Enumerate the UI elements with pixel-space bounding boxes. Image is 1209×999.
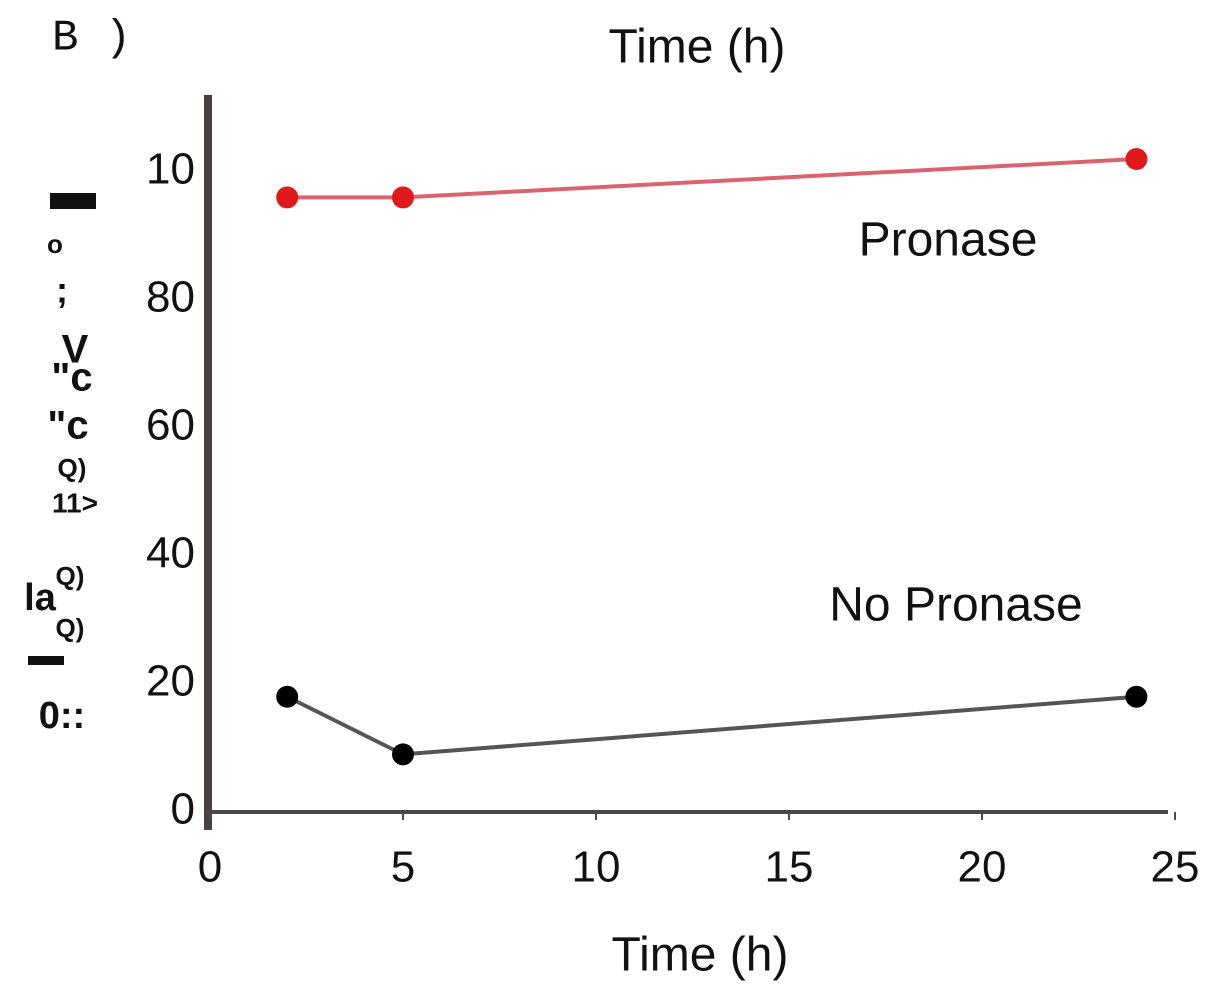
y-label-fragment: Q) (58, 453, 87, 483)
x-tick-label: 5 (391, 843, 415, 892)
y-tick-label: 40 (146, 529, 195, 578)
y-tick-label: 0 (171, 785, 195, 834)
data-point (392, 743, 414, 766)
x-tick-label: 25 (1151, 843, 1200, 892)
data-point (1125, 685, 1148, 708)
y-label-fragment: la (24, 577, 57, 619)
series-line (286, 694, 1137, 757)
data-point (276, 186, 299, 209)
y-label-fragment: "c (47, 404, 88, 448)
data-point (1125, 148, 1148, 171)
y-label-fragment: o (47, 229, 63, 259)
chart-title: Time (h) (609, 21, 786, 74)
x-tick-label: 20 (958, 843, 1007, 892)
y-tick-label: 10 (146, 144, 195, 193)
y-label-fragment: Q) (56, 613, 85, 643)
y-tick-label: 80 (146, 272, 195, 321)
annotation: Pronase (859, 214, 1038, 267)
data-point (392, 186, 414, 209)
decoration (28, 656, 64, 665)
y-label-fragment: Q) (56, 561, 85, 591)
y-label-fragment: V (62, 328, 89, 372)
x-axis-label: Time (h) (612, 929, 789, 982)
y-label-fragment: 0:: (39, 695, 85, 737)
series-line (287, 157, 1137, 200)
panel-label: B ) (52, 14, 131, 64)
y-label-fragment: ; (56, 270, 68, 311)
x-tick-label: 15 (765, 843, 814, 892)
x-tick-label: 10 (572, 843, 621, 892)
annotation: No Pronase (829, 579, 1082, 632)
y-label-fragment: 11> (52, 487, 98, 518)
data-point (276, 685, 299, 708)
y-label-fragment: "c (51, 356, 92, 400)
y-tick-label: 20 (146, 657, 195, 706)
decoration (50, 193, 96, 209)
x-tick-label: 0 (198, 843, 222, 892)
y-tick-label: 60 (146, 401, 195, 450)
